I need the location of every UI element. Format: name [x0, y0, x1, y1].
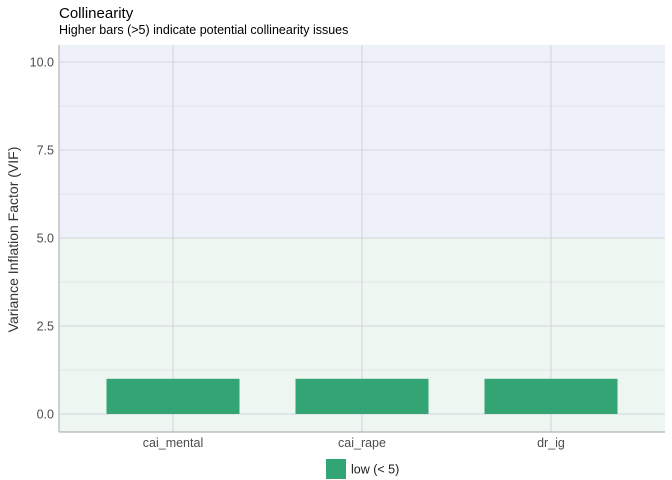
- y-tick-label: 7.5: [37, 144, 54, 158]
- x-tick-label: cai_rape: [338, 436, 386, 450]
- legend-swatch-low: [326, 459, 346, 479]
- x-tick-label: dr_ig: [537, 436, 565, 450]
- chart-title: Collinearity: [59, 5, 134, 22]
- chart-subtitle: Higher bars (>5) indicate potential coll…: [59, 23, 349, 37]
- x-tick-label: cai_mental: [143, 436, 203, 450]
- legend-label-low: low (< 5): [351, 463, 399, 477]
- bar-cai_rape[interactable]: [295, 378, 429, 414]
- bar-dr_ig[interactable]: [484, 378, 618, 414]
- y-tick-label: 2.5: [37, 320, 54, 334]
- y-tick-label: 10.0: [30, 56, 54, 70]
- bar-cai_mental[interactable]: [106, 378, 240, 414]
- y-tick-label: 5.0: [37, 232, 54, 246]
- y-tick-label: 0.0: [37, 408, 54, 422]
- y-axis-title: Variance Inflation Factor (VIF): [5, 147, 21, 333]
